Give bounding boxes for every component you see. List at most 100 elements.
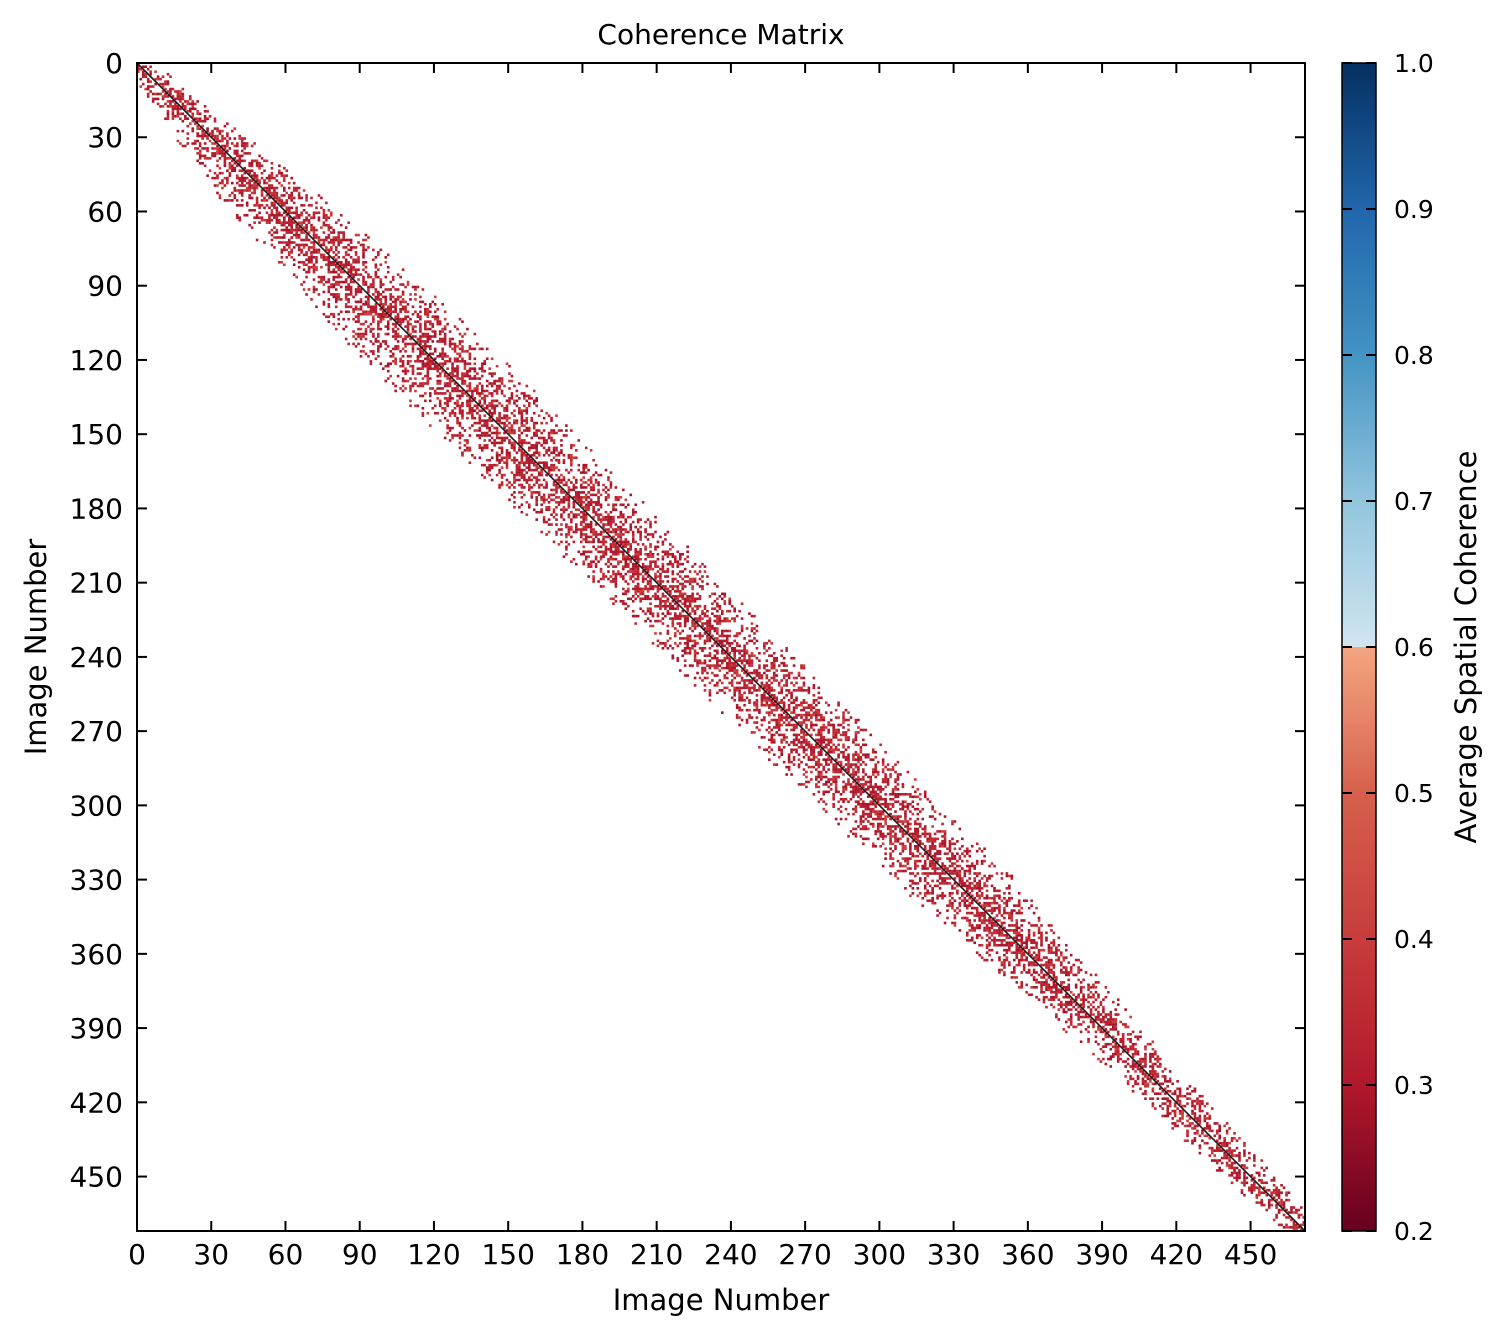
heatmap-cell (414, 320, 417, 323)
heatmap-cell (832, 726, 835, 729)
heatmap-cell (661, 540, 665, 544)
heatmap-cell (285, 226, 289, 229)
heatmap-cell (599, 550, 603, 554)
heatmap-cell (500, 473, 504, 477)
heatmap-cell (476, 342, 479, 346)
heatmap-cell (248, 196, 251, 200)
heatmap-cell (429, 377, 432, 380)
heatmap-cell (453, 325, 457, 328)
heatmap-cell (453, 367, 457, 370)
heatmap-cell (815, 743, 818, 747)
heatmap-cell (283, 236, 286, 239)
heatmap-cell (307, 268, 311, 271)
heatmap-cell (320, 238, 323, 242)
heatmap-cell (834, 708, 838, 712)
heatmap-cell (438, 332, 442, 336)
heatmap-cell (681, 654, 685, 658)
heatmap-cell (673, 614, 677, 618)
heatmap-cell (426, 359, 430, 363)
heatmap-cell (644, 520, 647, 524)
heatmap-cell (429, 387, 432, 390)
heatmap-cell (468, 389, 472, 393)
heatmap-cell (174, 107, 177, 111)
heatmap-cell (723, 617, 727, 620)
heatmap-cell (721, 661, 724, 665)
heatmap-cell (698, 659, 702, 662)
heatmap-cell (602, 572, 605, 576)
heatmap-cell (562, 510, 566, 514)
heatmap-cell (394, 362, 397, 366)
heatmap-cell (765, 703, 769, 707)
heatmap-cell (622, 550, 625, 554)
heatmap-cell (832, 723, 835, 727)
heatmap-cell (419, 327, 422, 331)
heatmap-cell (810, 726, 813, 729)
heatmap-cell (619, 513, 623, 516)
heatmap-cell (867, 775, 870, 779)
heatmap-cell (436, 392, 440, 395)
heatmap-cell (374, 265, 378, 269)
heatmap-cell (245, 152, 249, 155)
heatmap-cell (602, 550, 605, 554)
heatmap-cell (290, 248, 294, 252)
heatmap-cell (661, 592, 665, 596)
heatmap-cell (728, 599, 732, 603)
heatmap-cell (406, 325, 410, 328)
heatmap-cell (295, 223, 298, 227)
heatmap-cell (693, 599, 697, 603)
heatmap-cell (775, 696, 779, 700)
heatmap-cell (500, 458, 504, 462)
heatmap-cell (300, 196, 303, 200)
heatmap-cell (429, 327, 432, 331)
heatmap-cell (505, 436, 509, 440)
heatmap-cell (785, 723, 788, 727)
heatmap-cell (520, 431, 524, 435)
heatmap-cell (604, 535, 608, 539)
heatmap-cell (713, 674, 717, 677)
heatmap-cell (327, 251, 331, 254)
heatmap-cell (582, 518, 586, 521)
heatmap-cell (552, 466, 556, 469)
heatmap-cell (609, 520, 613, 524)
heatmap-cell (458, 347, 462, 351)
heatmap-cell (223, 154, 227, 158)
heatmap-cell (656, 619, 660, 623)
heatmap-cell (332, 231, 336, 234)
heatmap-cell (300, 228, 303, 232)
heatmap-cell (854, 773, 858, 776)
heatmap-cell (609, 562, 613, 566)
heatmap-cell (191, 129, 195, 133)
heatmap-cell (391, 285, 395, 289)
heatmap-cell (349, 273, 353, 276)
heatmap-cell (287, 223, 291, 227)
heatmap-cell (805, 716, 808, 719)
heatmap-cell (711, 624, 714, 628)
heatmap-cell (255, 199, 259, 202)
heatmap-cell (263, 181, 266, 185)
heatmap-cell (837, 775, 840, 779)
heatmap-cell (735, 706, 739, 709)
heatmap-cell (832, 775, 835, 779)
heatmap-cell (847, 711, 850, 714)
heatmap-cell (216, 191, 219, 195)
heatmap-cell (381, 303, 385, 306)
heatmap-cell (592, 505, 595, 509)
heatmap-cell (421, 345, 425, 348)
heatmap-cell (476, 387, 479, 390)
heatmap-cell (458, 411, 462, 415)
heatmap-cell (515, 471, 519, 474)
heatmap-cell (785, 649, 788, 653)
heatmap-cell (461, 340, 464, 343)
heatmap-cell (327, 270, 331, 274)
heatmap-cell (523, 468, 526, 472)
heatmap-cell (369, 359, 373, 363)
heatmap-cell (463, 332, 467, 336)
heatmap-cell (240, 174, 244, 177)
heatmap-cell (451, 372, 454, 375)
heatmap-cell (235, 149, 239, 153)
heatmap-cell (624, 520, 628, 524)
heatmap-cell (278, 236, 281, 239)
heatmap-cell (631, 510, 635, 514)
heatmap-cell (233, 166, 237, 170)
heatmap-cell (334, 305, 338, 309)
